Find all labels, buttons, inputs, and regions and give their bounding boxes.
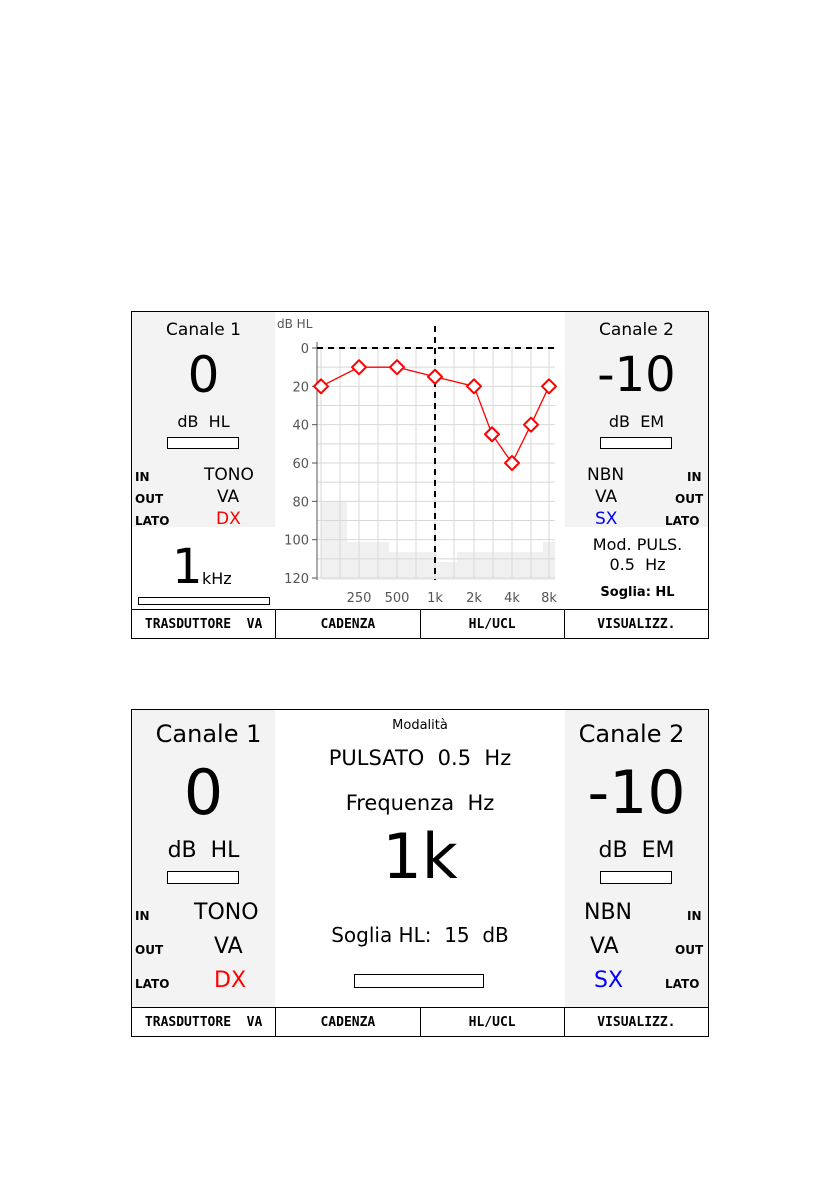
- threshold-point: [523, 416, 539, 433]
- channel1-side-label: LATO: [135, 514, 170, 528]
- channel1-title: Canale 1: [166, 320, 241, 340]
- channel2-in-value: NBN: [584, 900, 633, 925]
- threshold-point: [389, 359, 405, 376]
- channel2-panel: [565, 312, 708, 527]
- audiogram-reference-lines: [317, 326, 555, 580]
- softkey-bar: TRASDUTTORE VA CADENZA HL/UCL VISUALIZZ.: [132, 609, 708, 638]
- modulation-rate: 0.5 Hz: [609, 555, 666, 574]
- softkey-display[interactable]: VISUALIZZ.: [597, 616, 676, 632]
- y-tick-label: 0: [301, 342, 309, 357]
- channel1-in-value: TONO: [194, 900, 259, 925]
- channel2-out-label: OUT: [675, 943, 704, 957]
- channel2-out-value: VA: [590, 934, 619, 959]
- y-tick-label: 80: [292, 495, 309, 510]
- x-tick-label: 500: [385, 591, 410, 606]
- channel2-in-label: IN: [687, 470, 702, 484]
- channel2-side-label: LATO: [665, 514, 700, 528]
- threshold-point: [313, 378, 329, 395]
- frequency-bar: [354, 974, 484, 988]
- frequency-title: Frequenza Hz: [345, 791, 495, 815]
- audiogram-y-ticks: 0 20 40 60 80 100 120: [284, 342, 317, 587]
- channel1-out-label: OUT: [135, 943, 164, 957]
- audiogram-shade: [321, 502, 555, 580]
- channel2-level-bar: [600, 871, 672, 884]
- y-tick-label: 100: [284, 534, 309, 549]
- frequency-bar: [138, 597, 270, 605]
- channel1-level: 0: [183, 756, 224, 829]
- threshold-point: [484, 426, 500, 443]
- x-tick-label: 250: [347, 591, 372, 606]
- x-tick-label: 4k: [504, 591, 520, 606]
- mode-value: PULSATO 0.5 Hz: [328, 746, 512, 770]
- threshold-mode: Soglia: HL: [600, 585, 675, 600]
- x-tick-label: 2k: [466, 591, 482, 606]
- softkey-transducer[interactable]: TRASDUTTORE VA: [132, 610, 277, 638]
- channel2-panel: [565, 710, 708, 1009]
- channel2-unit: dB EM: [598, 838, 675, 863]
- channel2-side-value: SX: [595, 509, 618, 529]
- channel1-in-label: IN: [135, 909, 150, 923]
- channel2-unit: dB EM: [608, 412, 665, 431]
- y-tick-label: 120: [284, 572, 309, 587]
- audiogram-chart: 0 20 40 60 80 100 120 250 500 1k 2k 4k 8k dB HL: [275, 312, 565, 611]
- audiogram-masking-area: [321, 502, 555, 580]
- threshold-point: [466, 378, 482, 395]
- threshold-point: [427, 368, 443, 385]
- x-tick-label: 8k: [541, 591, 557, 606]
- channel2-in-value: NBN: [587, 465, 625, 485]
- audiogram-series: [313, 359, 557, 471]
- channel1-unit: dB HL: [177, 412, 230, 431]
- channel2-title: Canale 2: [578, 720, 685, 748]
- channel2-title: Canale 2: [599, 320, 674, 340]
- channel1-level: 0: [187, 346, 220, 404]
- audiometer-screen-graph: Canale 1 0 dB HL IN TONO OUT VA LATO DX …: [131, 311, 709, 639]
- softkey-hl-ucl[interactable]: HL/UCL: [421, 1008, 565, 1036]
- channel1-out-value: VA: [214, 934, 243, 959]
- threshold-point: [541, 378, 557, 395]
- softkey-hl-ucl[interactable]: HL/UCL: [421, 610, 565, 638]
- channel1-panel: [132, 710, 275, 1009]
- channel1-out-label: OUT: [135, 492, 164, 506]
- channel1-side-label: LATO: [135, 977, 170, 991]
- channel1-title: Canale 1: [155, 720, 262, 748]
- threshold-point: [504, 455, 520, 471]
- threshold-value: Soglia HL: 15 dB: [331, 923, 509, 947]
- channel1-out-value: VA: [217, 487, 240, 507]
- channel2-side-label: LATO: [665, 977, 700, 991]
- frequency-display: 1 kHz: [132, 527, 275, 611]
- audiogram-y-label: dB HL: [277, 317, 313, 331]
- channel2-level: -10: [597, 347, 676, 403]
- frequency-unit: kHz: [202, 569, 232, 588]
- channel1-side-value: DX: [216, 509, 241, 529]
- channel1-level-bar: [167, 437, 239, 449]
- channel2-in-label: IN: [687, 909, 702, 923]
- channel1-panel: [132, 312, 275, 527]
- softkey-transducer[interactable]: TRASDUTTORE VA: [132, 1008, 277, 1036]
- channel1-side-value: DX: [214, 968, 247, 993]
- softkey-cadence[interactable]: CADENZA: [276, 1008, 421, 1036]
- softkey-bar: TRASDUTTORE VA CADENZA HL/UCL VISUALIZZ.: [132, 1007, 708, 1036]
- channel2-level-bar: [600, 437, 672, 449]
- threshold-point: [351, 359, 367, 376]
- x-tick-label: 1k: [427, 591, 443, 606]
- mode-title: Modalità: [392, 718, 448, 733]
- channel2-out-label: OUT: [675, 492, 704, 506]
- frequency-value: 1: [172, 539, 203, 595]
- channel2-side-value: SX: [594, 968, 624, 993]
- y-tick-label: 20: [292, 380, 309, 395]
- softkey-cadence[interactable]: CADENZA: [276, 610, 421, 638]
- audiogram-x-ticks: 250 500 1k 2k 4k 8k: [347, 591, 558, 606]
- channel1-in-value: TONO: [204, 465, 254, 485]
- channel2-level: -10: [587, 758, 686, 828]
- frequency-value: 1k: [382, 820, 458, 893]
- y-tick-label: 60: [292, 457, 309, 472]
- channel2-out-value: VA: [595, 487, 618, 507]
- audiometer-screen-text: Canale 1 0 dB HL IN TONO OUT VA LATO DX …: [131, 709, 709, 1037]
- softkey-display[interactable]: VISUALIZZ.: [597, 1014, 676, 1030]
- channel1-level-bar: [167, 871, 239, 884]
- channel1-unit: dB HL: [167, 838, 240, 863]
- channel1-in-label: IN: [135, 470, 150, 484]
- modulation-label: Mod. PULS.: [592, 535, 683, 554]
- y-tick-label: 40: [292, 419, 309, 434]
